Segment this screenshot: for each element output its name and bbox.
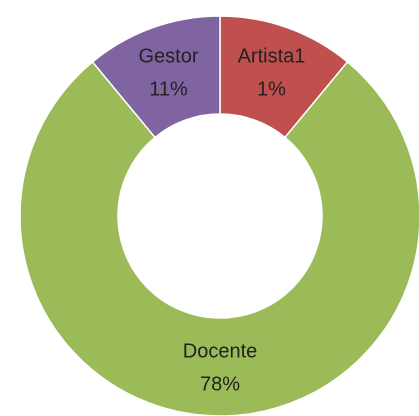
donut-slice [19, 60, 419, 416]
slice-category-label: Artista1 [238, 45, 306, 67]
slice-value-label: 1% [257, 78, 286, 100]
slice-value-label: 78% [200, 373, 240, 395]
slice-value-label: 11% [149, 78, 188, 100]
donut-slice [91, 15, 221, 139]
slice-category-label: Gestor [138, 45, 198, 67]
slice-category-label: Docente [183, 340, 258, 362]
